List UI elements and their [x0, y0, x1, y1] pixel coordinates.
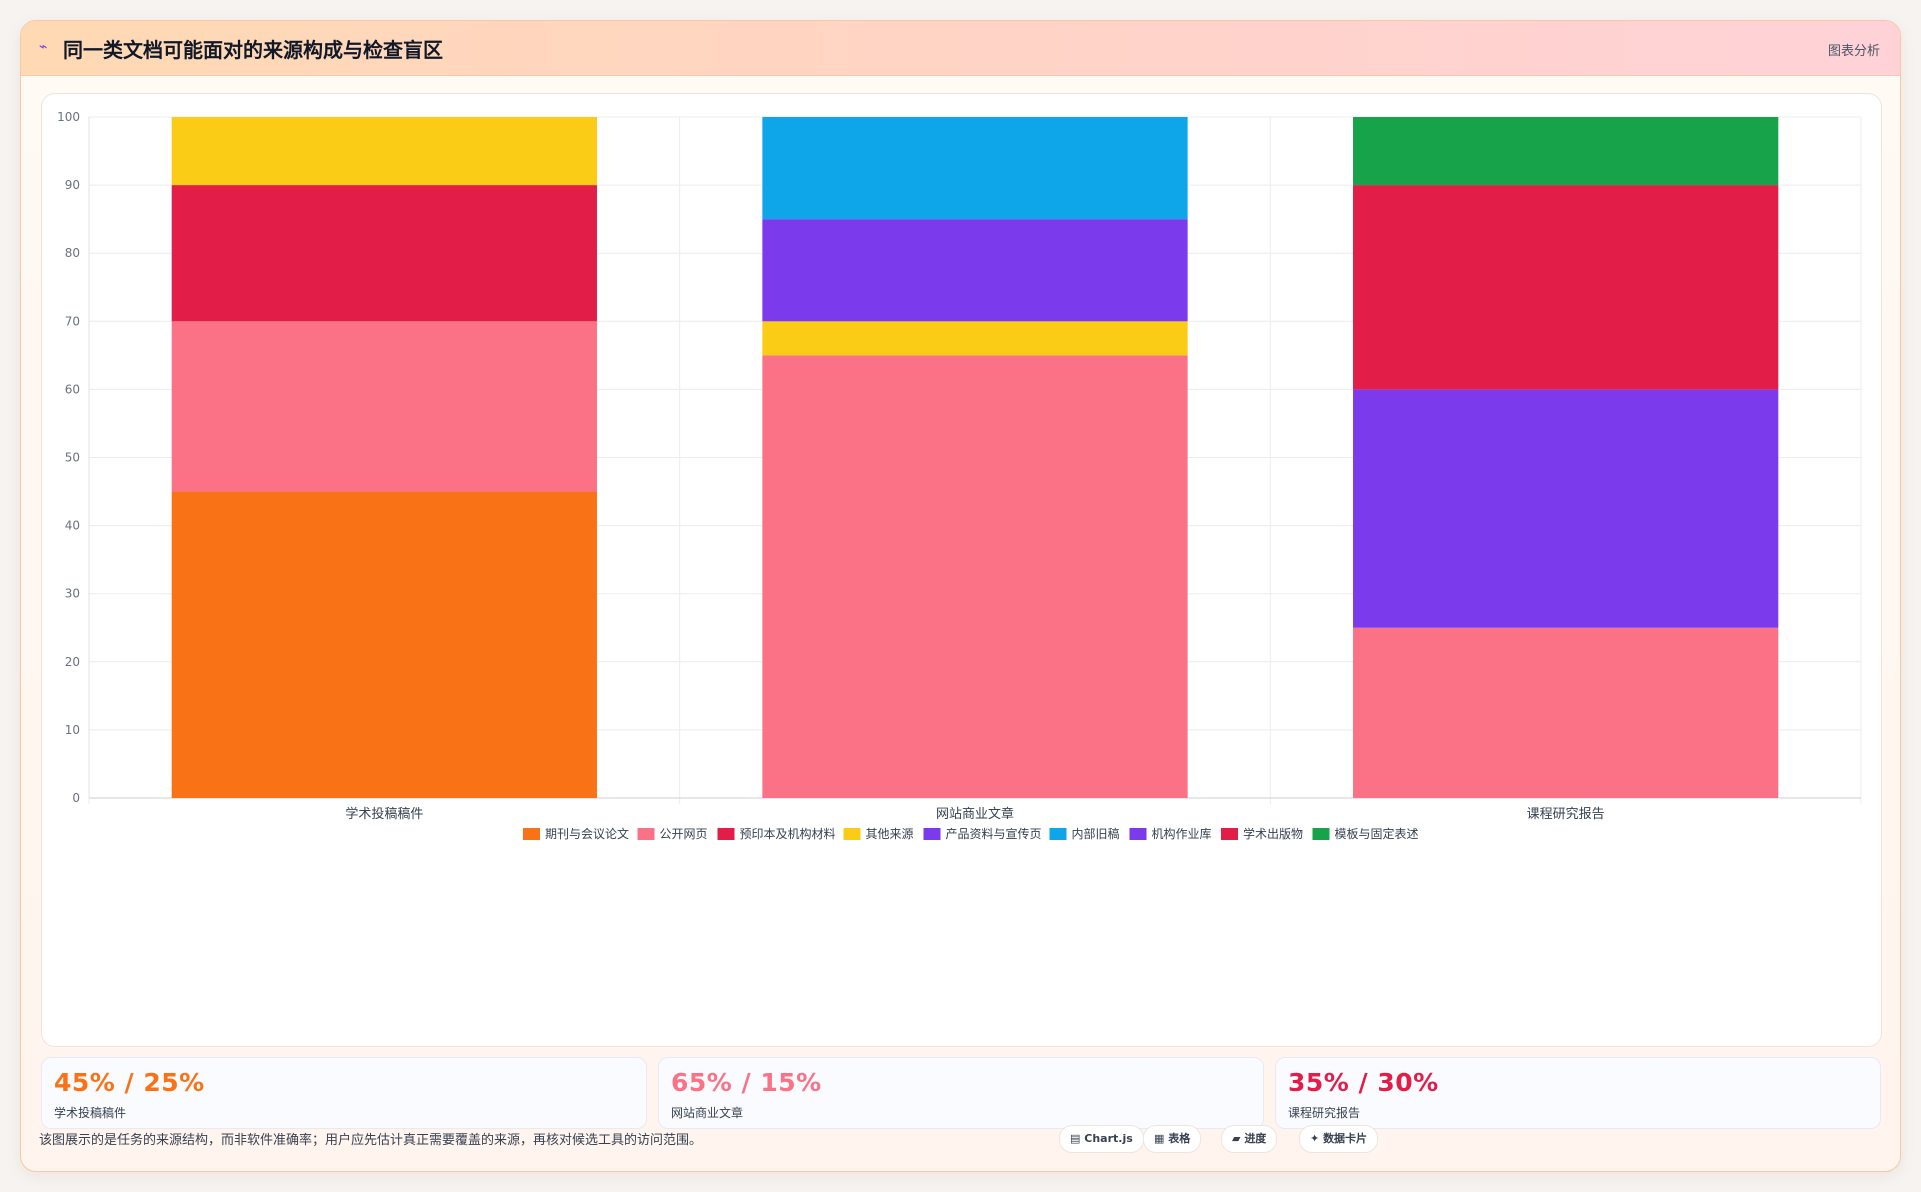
- legend-label: 产品资料与宣传页: [946, 826, 1042, 841]
- bar-segment: [1353, 117, 1779, 186]
- legend-label: 预印本及机构材料: [740, 826, 836, 841]
- bar-segment: [762, 117, 1188, 220]
- bar-segment: [1353, 185, 1779, 390]
- legend-swatch: [1312, 828, 1330, 840]
- stat-value: 65% / 15%: [671, 1068, 822, 1097]
- tag-progress[interactable]: ▰ 进度: [1221, 1125, 1278, 1153]
- x-tick-label: 学术投稿稿件: [345, 806, 423, 822]
- tag-label: 进度: [1244, 1132, 1267, 1145]
- x-tick-label: 网站商业文章: [936, 806, 1014, 822]
- legend-label: 内部旧稿: [1072, 826, 1120, 841]
- y-tick-label: 70: [65, 314, 80, 328]
- y-tick-label: 60: [65, 382, 80, 396]
- stat-value: 45% / 25%: [54, 1068, 205, 1097]
- page-title: 同一类文档可能面对的来源构成与检查盲区: [63, 38, 443, 62]
- stat-label: 学术投稿稿件: [54, 1106, 127, 1120]
- bar-segment: [171, 117, 597, 186]
- y-tick-label: 40: [65, 519, 80, 533]
- y-tick-label: 50: [65, 451, 80, 465]
- report-card: ⌁ 同一类文档可能面对的来源构成与检查盲区 图表分析 0 10 20 30 40 50 60…: [20, 20, 1901, 1172]
- header-badge: 图表分析: [1827, 44, 1880, 59]
- y-tick-label: 0: [72, 791, 80, 805]
- bar-segment: [1353, 389, 1779, 628]
- stat-value: 35% / 30%: [1288, 1068, 1439, 1097]
- y-tick-label: 90: [65, 178, 80, 192]
- bar-segment: [762, 219, 1188, 322]
- legend-swatch: [1129, 828, 1147, 840]
- footer-note: 该图展示的是任务的来源结构，而非软件准确率；用户应先估计真正需要覆盖的来源，再核…: [39, 1133, 703, 1148]
- legend-label: 公开网页: [660, 827, 708, 841]
- y-tick-label: 10: [65, 723, 80, 737]
- bar-segment: [762, 321, 1188, 356]
- tag-label: 数据卡片: [1323, 1132, 1368, 1145]
- legend-label: 学术出版物: [1243, 826, 1303, 841]
- legend-swatch: [1221, 828, 1238, 840]
- stat-card: 35% / 30% 课程研究报告: [1275, 1057, 1881, 1129]
- legend-swatch: [523, 828, 540, 840]
- legend-swatch: [843, 828, 861, 840]
- bar-segment: [171, 491, 597, 798]
- chart-panel: 0 10 20 30 40 50 60 70 80 90 100 学术投稿稿件 网站商业文章 课程研究报告…: [41, 93, 1882, 1047]
- tag-label: 表格: [1168, 1132, 1191, 1145]
- bar-segment: [762, 355, 1188, 798]
- legend-label: 期刊与会议论文: [545, 826, 629, 841]
- card-icon: ✦: [1310, 1132, 1320, 1145]
- tag-label: Chart.js: [1084, 1132, 1133, 1145]
- stat-card: 65% / 15% 网站商业文章: [658, 1057, 1264, 1129]
- tag-table[interactable]: ▦ 表格: [1143, 1125, 1202, 1153]
- y-tick-label: 30: [65, 587, 80, 601]
- legend-swatch: [717, 828, 735, 840]
- card-header: ⌁ 同一类文档可能面对的来源构成与检查盲区 图表分析: [21, 21, 1900, 76]
- legend-swatch: [637, 828, 655, 840]
- stat-label: 课程研究报告: [1288, 1106, 1361, 1120]
- tag-chartjs[interactable]: ▤ Chart.js: [1059, 1125, 1144, 1153]
- y-tick-label: 100: [57, 110, 80, 124]
- stat-cards: 45% / 25% 学术投稿稿件 65% / 15% 网站商业文章 35% / …: [41, 1057, 1881, 1129]
- stat-card: 45% / 25% 学术投稿稿件: [41, 1057, 647, 1129]
- tag-datacard[interactable]: ✦ 数据卡片: [1299, 1125, 1379, 1153]
- legend-swatch: [923, 828, 941, 840]
- bar-segment: [171, 321, 597, 492]
- table-icon: ▦: [1154, 1132, 1165, 1145]
- legend-label: 机构作业库: [1152, 826, 1212, 841]
- stat-label: 网站商业文章: [671, 1106, 744, 1120]
- bar-segment: [171, 185, 597, 322]
- y-tick-label: 20: [65, 655, 80, 669]
- legend-label: 模板与固定表述: [1335, 826, 1419, 841]
- bar-segment: [1353, 627, 1779, 798]
- legend-swatch: [1049, 828, 1067, 840]
- legend-label: 其他来源: [866, 827, 914, 841]
- x-tick-label: 课程研究报告: [1527, 807, 1605, 822]
- progress-icon: ▰: [1232, 1132, 1241, 1145]
- chart-icon: ⌁: [39, 39, 48, 55]
- y-tick-label: 80: [65, 246, 80, 260]
- stacked-bar-chart: 0 10 20 30 40 50 60 70 80 90 100 学术投稿稿件 网站商业文章 课程研究报告…: [57, 110, 1862, 841]
- chart-icon: ▤: [1070, 1132, 1081, 1145]
